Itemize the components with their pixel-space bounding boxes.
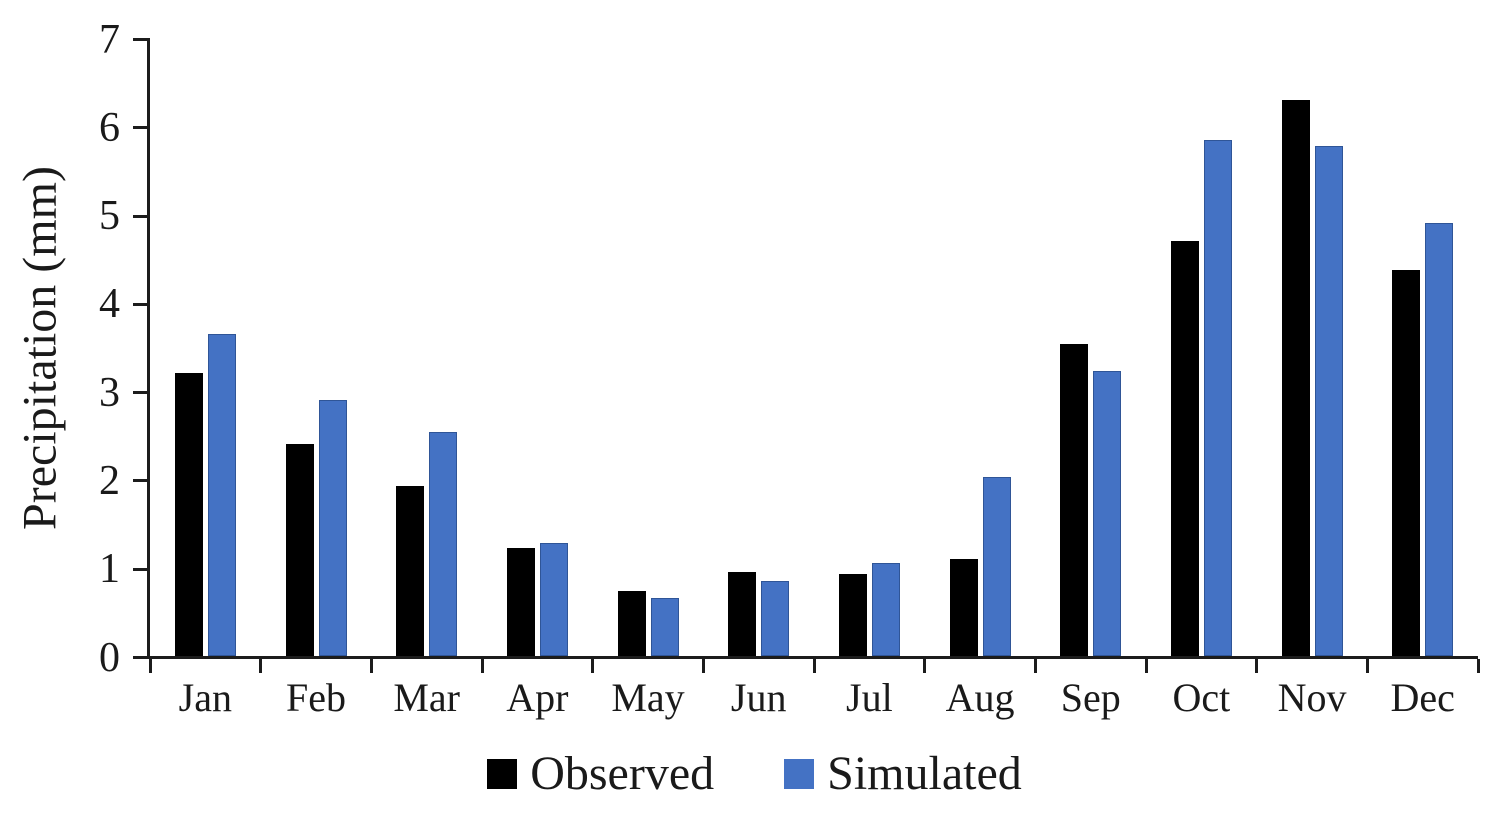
x-tick-mark-8 <box>1033 659 1037 673</box>
bar-simulated-jun <box>761 581 790 656</box>
x-axis-label-may: May <box>611 675 685 720</box>
y-tick-label-4: 4 <box>99 281 120 328</box>
bar-observed-jul <box>838 574 867 656</box>
x-axis-label-jan: Jan <box>178 675 232 720</box>
y-tick-mark-7 <box>133 38 147 41</box>
category-jan <box>150 38 261 656</box>
x-tick-mark-5 <box>701 659 705 673</box>
x-tick-mark-1 <box>259 659 263 673</box>
x-axis-label-oct: Oct <box>1172 675 1231 720</box>
x-axis-label-dec: Dec <box>1390 675 1455 720</box>
category-aug <box>925 38 1036 656</box>
legend-label-simulated: Simulated <box>827 747 1022 800</box>
bar-simulated-dec <box>1425 223 1454 656</box>
category-jun <box>703 38 814 656</box>
category-feb <box>261 38 372 656</box>
x-axis-label-sep: Sep <box>1060 675 1121 720</box>
x-tick-mark-2 <box>369 659 373 673</box>
bar-observed-may <box>617 591 646 656</box>
x-axis-label-jun: Jun <box>730 675 787 720</box>
y-tick-mark-0 <box>133 656 147 659</box>
y-tick-label-6: 6 <box>99 104 120 151</box>
legend-label-observed: Observed <box>530 747 715 800</box>
bar-observed-nov <box>1281 100 1310 656</box>
x-tick-mark-6 <box>812 659 816 673</box>
category-nov <box>1257 38 1368 656</box>
legend-item-simulated: Simulated <box>784 748 1022 800</box>
category-oct <box>1146 38 1257 656</box>
y-tick-label-3: 3 <box>99 369 120 416</box>
x-tick-mark-9 <box>1144 659 1148 673</box>
x-tick-mark-12 <box>1476 659 1480 673</box>
bar-simulated-nov <box>1314 146 1343 656</box>
legend-swatch-simulated-icon <box>784 759 815 789</box>
y-tick-label-7: 7 <box>99 16 120 63</box>
y-tick-label-2: 2 <box>99 457 120 504</box>
y-tick-mark-4 <box>133 302 147 306</box>
x-axis-label-feb: Feb <box>286 675 346 720</box>
bar-simulated-jan <box>207 334 236 656</box>
y-tick-mark-1 <box>133 567 147 571</box>
legend-item-observed: Observed <box>487 748 714 800</box>
bar-simulated-apr <box>539 543 568 656</box>
x-axis-label-aug: Aug <box>945 675 1015 720</box>
bars-container <box>150 38 1478 656</box>
bar-simulated-feb <box>318 400 347 656</box>
x-tick-mark-0 <box>148 659 152 673</box>
x-tick-mark-10 <box>1255 659 1259 673</box>
y-tick-label-0: 0 <box>99 634 120 681</box>
x-axis-label-mar: Mar <box>393 675 460 720</box>
x-axis-label-jul: Jul <box>846 675 893 720</box>
plot-area <box>147 38 1478 659</box>
bar-observed-mar <box>396 486 425 656</box>
y-tick-mark-6 <box>133 126 147 130</box>
bar-observed-apr <box>506 548 535 656</box>
bar-observed-dec <box>1392 270 1421 656</box>
x-tick-mark-7 <box>923 659 927 673</box>
bar-simulated-sep <box>1093 371 1122 656</box>
x-tick-mark-3 <box>480 659 484 673</box>
bar-observed-feb <box>285 444 314 656</box>
category-jul <box>814 38 925 656</box>
category-sep <box>1035 38 1146 656</box>
bar-simulated-aug <box>982 477 1011 656</box>
bar-observed-jun <box>728 572 757 656</box>
x-tick-mark-4 <box>591 659 595 673</box>
category-mar <box>371 38 482 656</box>
y-tick-mark-2 <box>133 479 147 483</box>
legend-swatch-observed-icon <box>487 759 518 789</box>
y-tick-mark-3 <box>133 391 147 395</box>
legend: Observed Simulated <box>0 748 1509 800</box>
bar-simulated-jul <box>871 563 900 656</box>
y-tick-label-1: 1 <box>99 546 120 593</box>
bar-observed-jan <box>174 373 203 656</box>
x-axis-label-apr: Apr <box>506 675 569 720</box>
x-tick-mark-11 <box>1365 659 1369 673</box>
bar-observed-oct <box>1170 241 1199 656</box>
x-axis-label-nov: Nov <box>1277 675 1347 720</box>
category-apr <box>482 38 593 656</box>
category-may <box>593 38 704 656</box>
bar-observed-sep <box>1060 344 1089 656</box>
category-dec <box>1367 38 1478 656</box>
y-tick-mark-5 <box>133 214 147 218</box>
x-axis-labels: Jan Feb Mar Apr May Jun Jul Aug Sep Oct Nov Dec <box>150 676 1478 720</box>
bar-simulated-oct <box>1203 140 1232 656</box>
bar-simulated-mar <box>429 432 458 656</box>
y-tick-label-5: 5 <box>99 193 120 240</box>
bar-simulated-may <box>650 598 679 656</box>
bar-observed-aug <box>949 559 978 656</box>
